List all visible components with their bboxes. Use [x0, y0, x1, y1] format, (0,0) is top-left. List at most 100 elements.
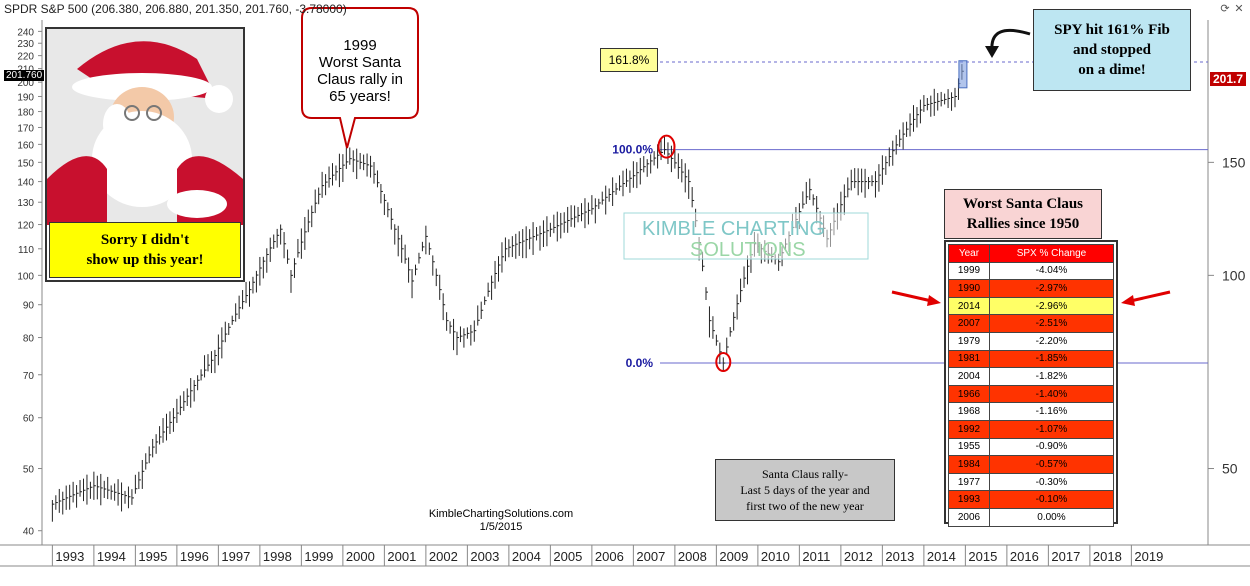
- x-tick-label: 1999: [304, 549, 333, 564]
- x-tick-label: 2011: [802, 549, 830, 564]
- cell-year: 2007: [948, 314, 990, 333]
- cell-year: 1979: [948, 331, 990, 351]
- cell-year: 1977: [948, 472, 990, 492]
- spy-callout-line1: SPY hit 161% Fib: [1054, 22, 1170, 38]
- table-row: 1979 -2.20%: [948, 331, 1115, 351]
- left-tick-label: 150: [17, 158, 34, 169]
- left-tick-label: 60: [23, 414, 35, 425]
- left-tick-label: 190: [17, 92, 34, 103]
- right-tick-label: 100: [1222, 267, 1246, 283]
- table-row: 1992 -1.07%: [948, 419, 1115, 439]
- table-row: 2004 -1.82%: [948, 367, 1115, 386]
- x-tick-label: 2014: [927, 549, 956, 564]
- cell-change: -2.51%: [988, 314, 1115, 333]
- red-arrows: [891, 290, 1171, 306]
- close-icon[interactable]: ✕: [1234, 3, 1244, 15]
- fib-level-label: 0.0%: [626, 356, 654, 370]
- left-tick-label: 100: [17, 271, 34, 282]
- callout-1999: 1999 Worst Santa Claus rally in 65 years…: [301, 7, 419, 149]
- table-header-row: Year SPX % Change: [948, 244, 1115, 263]
- x-tick-label: 2000: [346, 549, 375, 564]
- santa-panel: Sorry I didn't show up this year!: [45, 27, 245, 282]
- left-tick-label: 50: [23, 465, 35, 476]
- x-tick-label: 1993: [55, 549, 84, 564]
- x-tick-label: 1994: [97, 549, 126, 564]
- santa-illustration: [47, 29, 243, 225]
- x-tick-label: 2009: [719, 549, 748, 564]
- cell-year: 1993: [948, 490, 990, 509]
- arrow-left-head: [927, 295, 941, 306]
- worst-title-line1: Worst Santa Claus: [962, 196, 1084, 212]
- cell-change: -2.20%: [988, 331, 1115, 351]
- left-tick-label: 220: [17, 52, 34, 63]
- left-tick-label: 160: [17, 140, 34, 151]
- fib-161-label: 161.8%: [600, 48, 658, 72]
- table-row: 1977 -0.30%: [948, 472, 1115, 492]
- santa-caption: Sorry I didn't show up this year!: [49, 222, 241, 278]
- right-tick-label: 50: [1222, 461, 1238, 477]
- peak-circle: [657, 134, 676, 159]
- table-row: 2007 -2.51%: [948, 314, 1115, 333]
- left-tick-label: 40: [23, 527, 35, 538]
- callout-line1: 1999: [343, 37, 376, 54]
- watermark-frame: [623, 212, 869, 260]
- chart-title: SPDR S&P 500 (206.380, 206.880, 201.350,…: [4, 2, 347, 16]
- table-row: 1981 -1.85%: [948, 349, 1115, 369]
- table-body: 1999 -4.04% 1990 -2.97% 2014 -2.96% 2007 -2.51%…: [948, 261, 1115, 527]
- cell-change: -1.82%: [988, 367, 1115, 386]
- cell-year: 1992: [948, 419, 990, 439]
- x-tick-labels: 1993 1994 1995 1996 1997 1998 1999 2000 2001 2002…: [51, 545, 1163, 566]
- spy-arrow: [985, 29, 1031, 58]
- refresh-icon[interactable]: ⟳: [1220, 3, 1230, 15]
- x-tick-label: 2001: [387, 549, 416, 564]
- window-controls: ⟳ ✕: [1218, 2, 1246, 15]
- price-bars: [51, 64, 964, 522]
- left-tick-label: 120: [17, 221, 34, 232]
- table-row: 1968 -1.16%: [948, 402, 1115, 421]
- cell-change: -1.40%: [988, 384, 1115, 404]
- cell-year: 1990: [948, 279, 990, 298]
- last-price-tag-right: 201.7: [1210, 72, 1247, 86]
- table-row: 2014 -2.96%: [948, 296, 1115, 316]
- x-tick-label: 2004: [512, 549, 541, 564]
- table-row: 1990 -2.97%: [948, 279, 1115, 298]
- x-tick-label: 2008: [678, 549, 707, 564]
- source-date: 1/5/2015: [480, 521, 523, 533]
- callout-line4: 65 years!: [329, 88, 391, 105]
- table-row: 1984 -0.57%: [948, 455, 1115, 474]
- x-tick-label: 2003: [470, 549, 499, 564]
- x-tick-label: 2007: [636, 549, 665, 564]
- watermark-line1: KIMBLE CHARTING: [642, 218, 825, 240]
- arrow-right-head: [1121, 295, 1135, 306]
- santa-rally-note: Santa Claus rally- Last 5 days of the ye…: [715, 459, 895, 521]
- rally-note-line1: Santa Claus rally-: [762, 467, 848, 481]
- watermark-line2: SOLUTIONS: [690, 239, 806, 261]
- cell-change: -0.57%: [988, 455, 1115, 474]
- x-tick-label: 2006: [595, 549, 624, 564]
- left-tick-label: 230: [17, 39, 34, 50]
- x-tick-label: 1998: [263, 549, 292, 564]
- cell-year: 2006: [948, 507, 990, 527]
- left-tick-label: 130: [17, 198, 34, 209]
- cell-change: -0.90%: [988, 437, 1115, 457]
- annotation-marks: [657, 60, 968, 373]
- spy-callout-line3: on a dime!: [1078, 62, 1146, 78]
- worst-rallies-table: Year SPX % Change 1999 -4.04% 1990 -2.97% 20…: [944, 240, 1118, 527]
- right-tick-labels: 50 100 150: [1208, 154, 1246, 477]
- left-tick-label: 200: [17, 78, 34, 89]
- table-row: 2006 0.00%: [948, 507, 1115, 527]
- table-row: 1955 -0.90%: [948, 437, 1115, 457]
- x-tick-label: 2002: [429, 549, 458, 564]
- left-tick-label: 90: [23, 301, 35, 312]
- table-row: 1966 -1.40%: [948, 384, 1115, 404]
- spy-arrow-head: [985, 46, 999, 58]
- cell-year: 1968: [948, 402, 990, 421]
- spy-callout-line2: and stopped: [1073, 42, 1151, 58]
- spy-callout: SPY hit 161% Fib and stopped on a dime!: [1033, 9, 1191, 91]
- rally-note-line2: Last 5 days of the year and: [740, 483, 870, 497]
- x-tick-label: 2005: [553, 549, 582, 564]
- cell-change: -4.04%: [988, 261, 1115, 281]
- callout-line2: Worst Santa: [319, 54, 402, 71]
- cell-year: 1966: [948, 384, 990, 404]
- spy-fib-highlight: [958, 60, 968, 89]
